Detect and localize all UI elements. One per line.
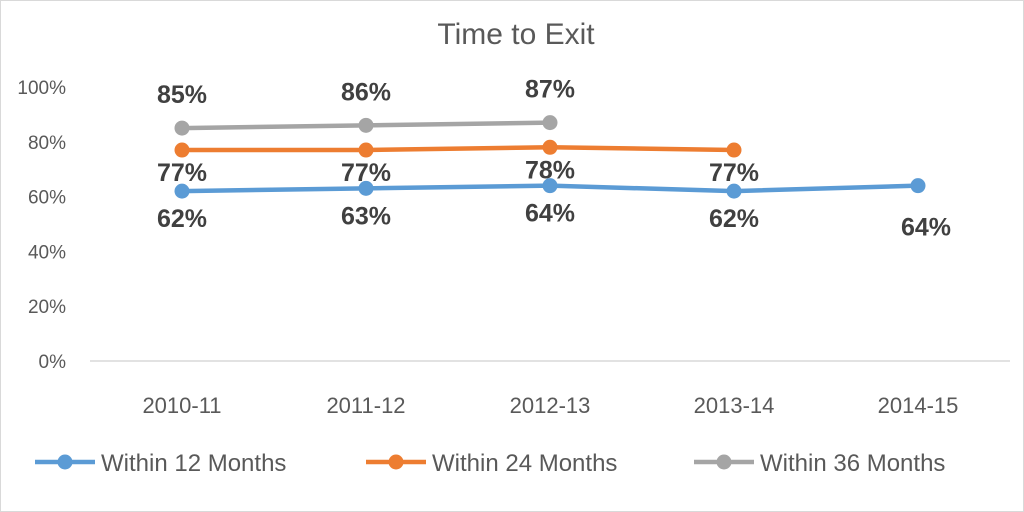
data-point-marker: [174, 142, 190, 158]
x-tick-label: 2012-13: [510, 393, 591, 418]
data-point-marker: [358, 180, 374, 196]
data-label: 87%: [525, 76, 575, 104]
data-label: 64%: [525, 200, 575, 228]
x-tick-label: 2011-12: [326, 393, 405, 418]
legend-swatch-marker: [57, 454, 73, 470]
legend: Within 12 Months Within 24 Months Within 3…: [35, 450, 945, 477]
x-tick-label: 2013-14: [694, 393, 775, 418]
data-label: 77%: [341, 159, 391, 187]
data-point-marker: [542, 115, 558, 131]
y-tick-label: 60%: [28, 188, 66, 209]
legend-swatch-marker: [716, 454, 732, 470]
data-label: 77%: [157, 159, 207, 187]
data-point-marker: [542, 178, 558, 194]
data-label: 77%: [709, 159, 759, 187]
data-label: 63%: [341, 202, 391, 230]
x-tick-label: 2010-11: [142, 393, 221, 418]
data-point-marker: [726, 183, 742, 199]
data-point-marker: [542, 139, 558, 155]
data-point-marker: [174, 120, 190, 136]
series-lines: [174, 115, 926, 199]
y-axis-ticks: 0% 20% 40% 60% 80% 100%: [17, 78, 66, 373]
y-tick-label: 80%: [28, 133, 66, 154]
x-tick-label: 2014-15: [878, 393, 959, 418]
data-point-marker: [726, 142, 742, 158]
x-axis-ticks: 2010-11 2011-12 2012-13 2013-14 2014-15: [142, 393, 958, 418]
data-labels: 62% 63% 64% 62% 64% 77% 77% 78% 77% 85% 86% 87%: [157, 76, 951, 242]
y-tick-label: 20%: [28, 297, 66, 318]
series-line: [182, 145, 735, 153]
data-label: 78%: [525, 156, 575, 184]
data-point-marker: [358, 117, 374, 133]
legend-label: Within 12 Months: [101, 450, 286, 477]
data-point-marker: [910, 178, 926, 194]
legend-label: Within 36 Months: [760, 450, 945, 477]
y-tick-label: 0%: [39, 352, 67, 373]
data-point-marker: [358, 142, 374, 158]
data-label: 62%: [157, 205, 207, 233]
y-tick-label: 100%: [17, 78, 66, 99]
data-label: 64%: [901, 214, 951, 242]
legend-swatch-marker: [388, 454, 404, 470]
chart-title: Time to Exit: [437, 18, 595, 51]
data-label: 86%: [341, 78, 391, 106]
data-label: 85%: [157, 81, 207, 109]
y-tick-label: 40%: [28, 242, 66, 263]
data-point-marker: [174, 183, 190, 199]
legend-label: Within 24 Months: [432, 450, 617, 477]
data-label: 62%: [709, 205, 759, 233]
